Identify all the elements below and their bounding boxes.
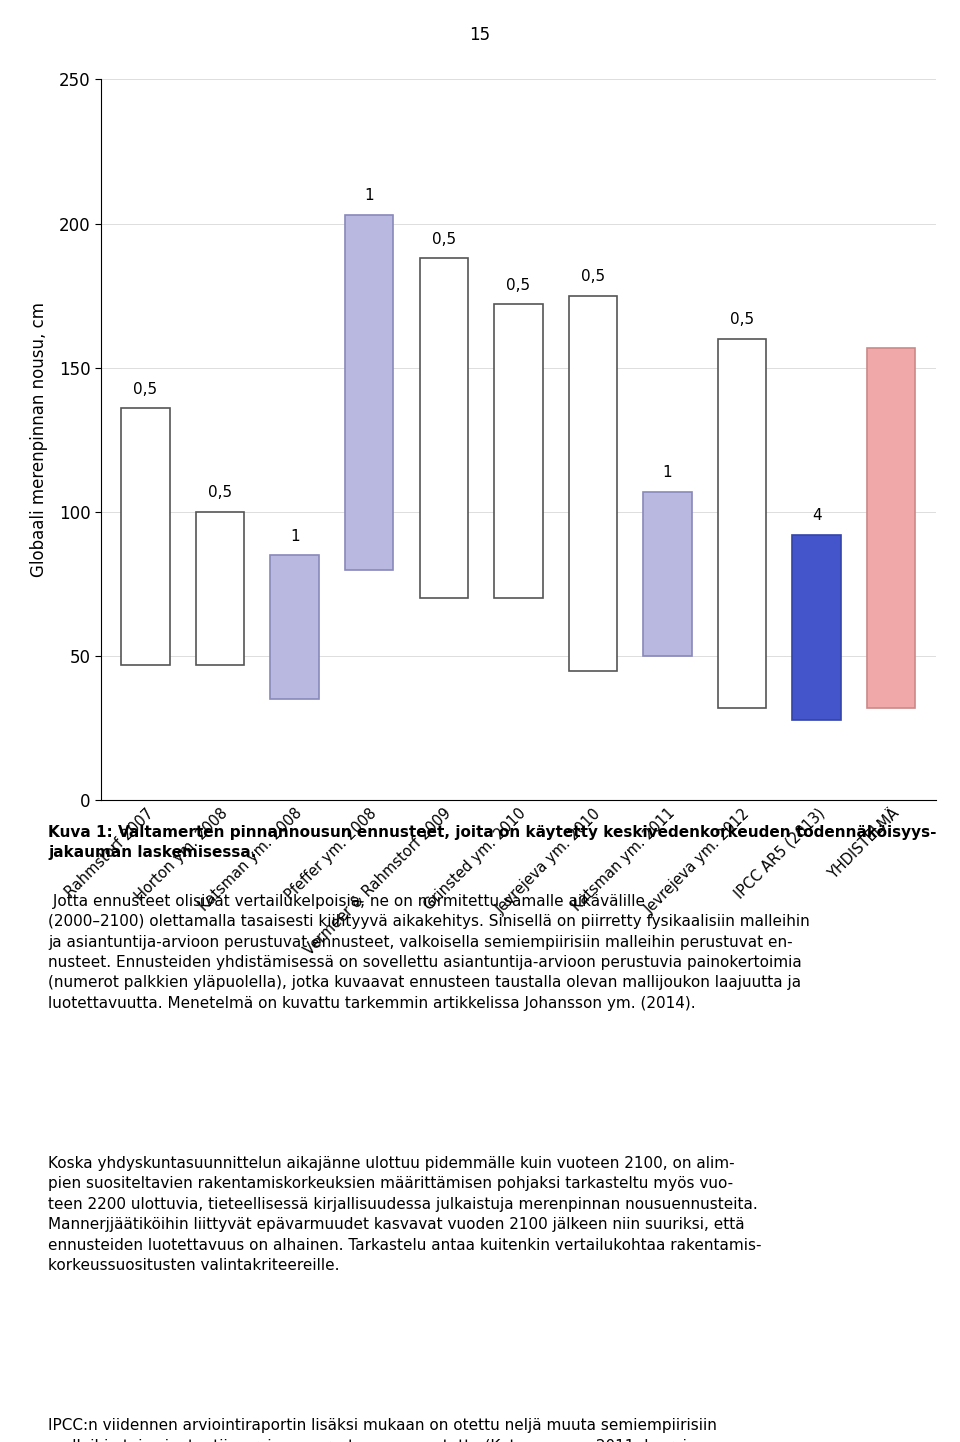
Text: IPCC:n viidennen arviointiraportin lisäksi mukaan on otettu neljä muuta semiempi: IPCC:n viidennen arviointiraportin lisäk…: [48, 1419, 771, 1442]
Bar: [643, 492, 692, 656]
Bar: [196, 512, 245, 665]
Text: Jotta ennusteet olisivat vertailukelpoisia, ne on normitettu samalle aikävälille: Jotta ennusteet olisivat vertailukelpois…: [48, 894, 809, 1011]
Bar: [792, 535, 841, 720]
Text: 0,5: 0,5: [581, 270, 605, 284]
Text: 1: 1: [290, 529, 300, 544]
Bar: [494, 304, 542, 598]
Text: 0,5: 0,5: [730, 313, 755, 327]
Text: 0,5: 0,5: [506, 278, 531, 293]
Bar: [867, 348, 916, 708]
Text: Koska yhdyskuntasuunnittelun aikajänne ulottuu pidemmälle kuin vuoteen 2100, on : Koska yhdyskuntasuunnittelun aikajänne u…: [48, 1156, 761, 1273]
Text: 1: 1: [662, 466, 672, 480]
Bar: [420, 258, 468, 598]
Text: 4: 4: [812, 509, 822, 523]
Text: 0,5: 0,5: [208, 486, 232, 500]
Text: 0,5: 0,5: [432, 232, 456, 247]
Bar: [568, 296, 617, 671]
Y-axis label: Globaali merenpinnan nousu, cm: Globaali merenpinnan nousu, cm: [30, 303, 48, 577]
Bar: [718, 339, 766, 708]
Text: 1: 1: [365, 189, 374, 203]
Text: 0,5: 0,5: [133, 382, 157, 397]
Bar: [271, 555, 319, 699]
Text: Kuva 1: Valtamerten pinnannousun ennusteet, joita on käytetty keskivedenkorkeude: Kuva 1: Valtamerten pinnannousun ennuste…: [48, 825, 937, 861]
Bar: [121, 408, 170, 665]
Bar: [345, 215, 394, 570]
Text: 15: 15: [469, 26, 491, 43]
